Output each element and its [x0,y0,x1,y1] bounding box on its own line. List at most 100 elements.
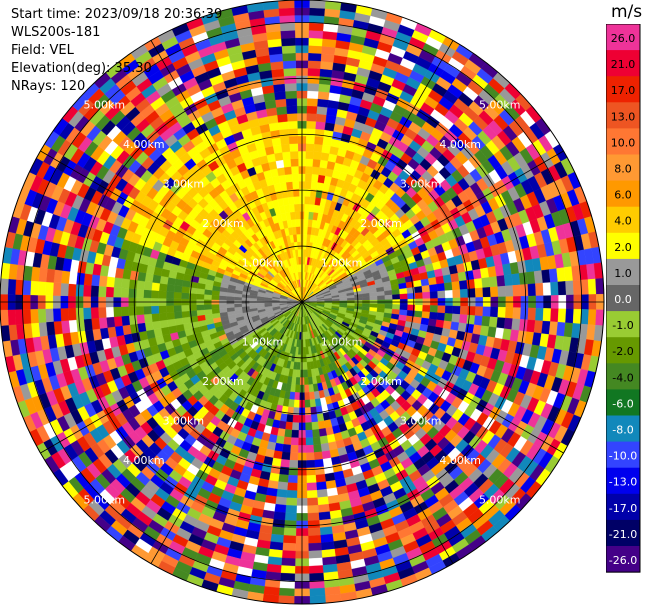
ppi-gate [144,290,152,298]
ppi-gate [458,323,467,333]
ppi-gate [414,286,422,293]
ppi-gate [303,340,306,348]
ppi-gate [318,421,326,430]
ppi-gate [197,310,205,316]
ppi-gate [277,114,287,123]
ppi-gate [273,84,285,93]
ppi-gate [249,303,257,306]
ppi-gate [445,306,453,314]
ppi-gate [174,305,182,312]
ppi-gate [306,453,314,461]
ppi-gate [68,308,76,321]
ppi-gate [320,527,333,536]
ppi-gate [275,497,286,506]
ppi-gate [498,286,506,297]
ppi-gate [99,317,108,328]
ppi-gate [257,303,265,306]
colorbar-tick-label: 8.0 [614,163,632,176]
ppi-gate [293,181,300,189]
ppi-gate [307,505,318,513]
ppi-gate [136,306,144,315]
ppi-gate [61,283,69,296]
ppi-gate [565,281,573,295]
colorbar-tick-label: 13.0 [611,110,636,123]
ppi-gate [519,272,528,284]
ppi-gate [438,291,446,299]
range-ring-label: 2.00km [360,375,402,388]
colorbar-tick-label: 6.0 [614,189,632,202]
ppi-gate [596,278,604,294]
ppi-gate [8,310,16,326]
ppi-gate [287,106,298,114]
ppi-gate [294,400,300,408]
ppi-gate [304,392,309,400]
ppi-gate [219,304,227,309]
colorbar-tick-label: 4.0 [614,215,632,228]
colorbar-tick-label: 10.0 [611,136,636,149]
ppi-gate [160,320,169,328]
ppi-gate [122,325,131,335]
ppi-gate [308,377,313,385]
ppi-gate [534,271,543,284]
ppi-gate [429,284,437,292]
ppi-gate [453,306,461,314]
ppi-gate [438,306,446,314]
ppi-gate [588,279,596,295]
ppi-gate [39,268,48,282]
ppi-gate [385,295,393,300]
ppi-gate [284,528,297,536]
ppi-gate [307,483,317,491]
ppi-gate [422,292,430,299]
ppi-gate [23,280,31,295]
ppi-gate [320,436,328,445]
ppi-gate [166,291,174,298]
ppi-gate [166,305,174,312]
ppi-gate [283,159,291,167]
ppi-gate [279,175,287,184]
ppi-gate [296,219,301,227]
ppi-gate [219,308,227,313]
ppi-gate [291,438,299,446]
ppi-gate [45,282,53,296]
ppi-gate [284,429,292,437]
ppi-gate [384,290,392,295]
ppi-gate [278,0,294,8]
ppi-gate [422,285,430,292]
ppi-gate [281,38,295,46]
ppi-gate [307,121,317,129]
ppi-gate [281,565,295,573]
ppi-gate [181,293,189,300]
ppi-gate [272,458,282,467]
ppi-gate [46,322,55,336]
ppi-gate [61,271,70,284]
ppi-gate [504,274,513,286]
ppi-gate [316,114,326,123]
ppi-gate [308,513,320,521]
ppi-gate [91,307,99,318]
ppi-gate [145,273,154,282]
ppi-gate [319,519,331,528]
ppi-gate [303,355,306,363]
ppi-gate [305,400,311,408]
nrays-label: NRays: 120 [11,80,85,93]
ppi-gate [167,319,176,327]
ppi-gate [285,91,296,99]
ppi-gate [314,144,323,152]
ppi-gate [459,280,467,289]
ppi-gate [284,76,296,84]
ppi-gate [310,399,316,407]
ppi-gate [550,309,558,323]
ppi-gate [308,520,320,528]
ppi-gate [308,543,321,551]
ppi-gate [308,68,321,76]
ppi-gate [482,316,491,326]
ppi-gate [129,279,137,289]
ppi-gate [290,212,295,220]
ppi-gate [309,550,323,558]
ppi-gate [274,504,286,513]
range-ring-label: 1.00km [321,256,363,269]
ppi-gate [285,83,297,91]
ppi-gate [489,276,498,287]
ppi-gate [122,269,131,279]
ppi-gate [281,144,290,152]
